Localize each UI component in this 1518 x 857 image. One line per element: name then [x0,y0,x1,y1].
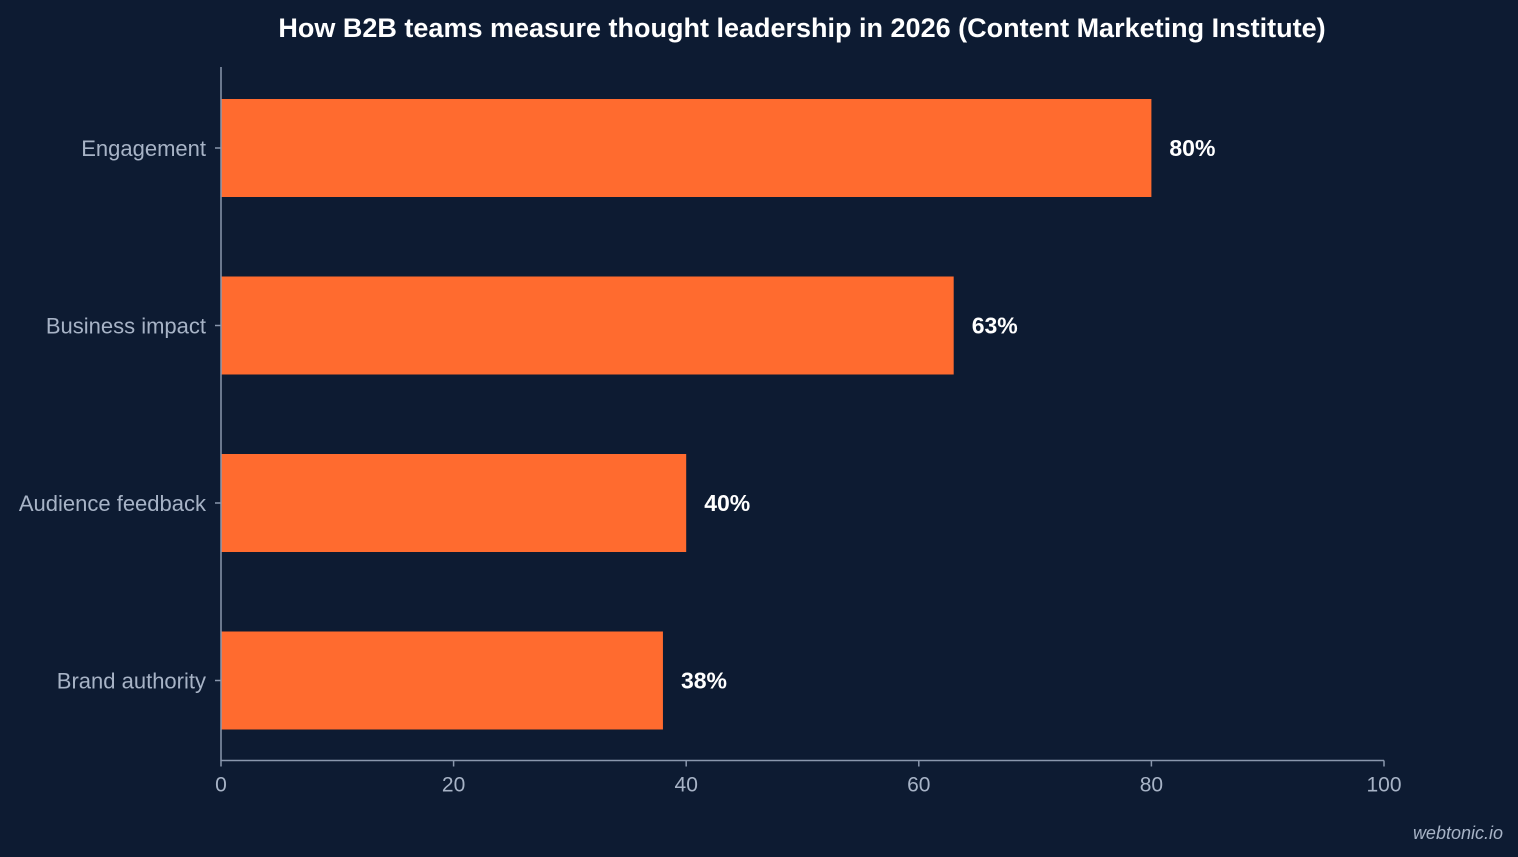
data-label-audience-feedback: 40% [704,490,750,516]
x-tick-label-60: 60 [907,774,930,797]
bar-engagement [221,99,1152,197]
data-label-brand-authority: 38% [681,668,727,694]
bar-brand-authority [221,631,663,730]
bar-audience-feedback [221,454,687,552]
chart-title: How B2B teams measure thought leadership… [278,13,1325,43]
x-tick-label-20: 20 [442,774,465,797]
category-label-brand-authority: Brand authority [57,669,206,694]
bar-business-impact [221,276,954,375]
data-label-engagement: 80% [1169,135,1215,161]
data-label-business-impact: 63% [972,313,1018,339]
x-axis-ticks-group: 0 20 40 60 80 100 [215,760,1402,797]
category-labels-group: Engagement Business impact Audience feedba… [19,136,221,694]
x-tick-label-40: 40 [675,774,698,797]
data-labels-group: 80% 63% 40% 38% [681,135,1216,694]
category-label-business-impact: Business impact [46,314,206,339]
bars-group [221,99,1152,730]
category-label-engagement: Engagement [81,136,206,161]
x-tick-label-0: 0 [215,774,227,797]
category-label-audience-feedback: Audience feedback [19,491,207,516]
x-tick-label-80: 80 [1140,774,1163,797]
x-tick-label-100: 100 [1366,774,1401,797]
watermark: webtonic.io [1413,823,1503,843]
